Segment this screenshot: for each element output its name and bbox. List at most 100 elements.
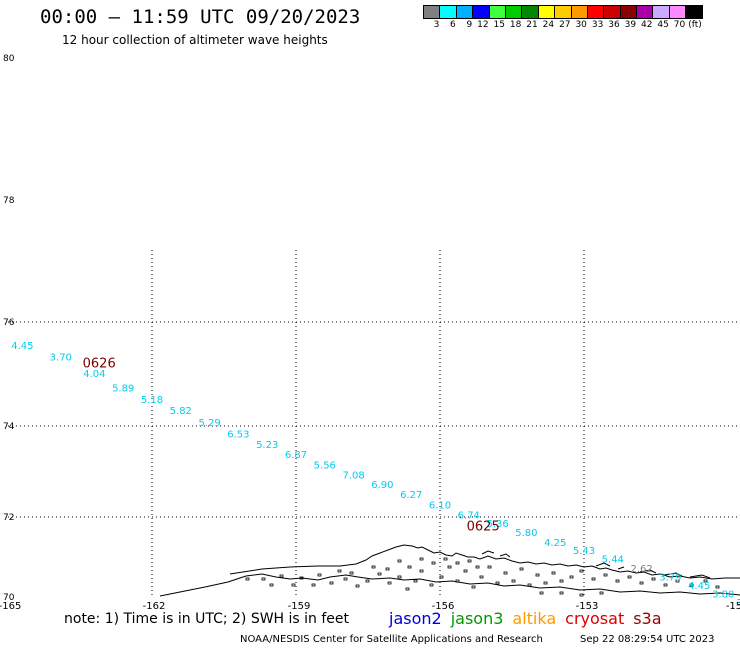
footer-timestamp: Sep 22 08:29:54 UTC 2023 [580, 634, 715, 645]
lake-mark [397, 559, 402, 563]
swh-value: 4.04 [83, 369, 105, 380]
footer-note: note: 1) Time is in UTC; 2) SWH is in fe… [64, 611, 350, 627]
lon-label: -165 [0, 601, 21, 612]
lat-label: 72 [3, 513, 14, 523]
lake-mark [443, 557, 448, 561]
alaska-coastline [159, 544, 740, 597]
lake-mark [627, 575, 632, 579]
lake-mark [311, 583, 316, 587]
legend-label: 24 [542, 20, 555, 30]
legend-swatch [685, 5, 703, 19]
lake-mark [503, 571, 508, 575]
lat-label: 80 [3, 54, 15, 64]
lake-mark [343, 577, 348, 581]
swh-observations: 4.45 3.70 4.04 5.89 5.18 5.82 5.29 6.53 5.23 6.87… [11, 341, 740, 609]
lon-label: -156 [432, 601, 455, 612]
lake-mark [579, 569, 584, 573]
lake-mark [603, 573, 608, 577]
lake-mark [261, 577, 266, 581]
lake-mark [479, 575, 484, 579]
legend-label: 9 [466, 20, 473, 30]
satellite-name: jason2 [389, 609, 442, 628]
lake-mark [591, 577, 596, 581]
lake-mark [317, 573, 322, 577]
lon-label: -162 [143, 601, 166, 612]
lake-mark [291, 583, 296, 587]
lake-mark [245, 577, 250, 581]
legend-label: 45 [657, 20, 669, 30]
lake-mark [447, 565, 452, 569]
lake-mark [651, 577, 656, 581]
lake-mark [559, 591, 564, 595]
swh-value: 3.76 [736, 598, 740, 609]
lake-mark [371, 565, 376, 569]
lat-label: 76 [3, 318, 15, 328]
swh-value: 6.53 [227, 429, 249, 440]
swh-value: 5.29 [198, 418, 220, 429]
swh-value: 3.80 [712, 589, 734, 600]
swh-value: 4.45 [11, 341, 33, 352]
lake-mark [675, 579, 680, 583]
swh-value: 3.79 [659, 573, 681, 584]
lake-mark [689, 583, 694, 587]
legend-unit: (ft) [688, 20, 702, 30]
lake-mark [599, 591, 604, 595]
lake-mark [279, 574, 284, 578]
swh-value: 6.74 [458, 510, 480, 521]
lake-mark [269, 583, 274, 587]
lake-mark [397, 575, 402, 579]
legend-labels: 3 6 9 12 15 18 21 24 27 30 33 36 39 42 45 70 (ft) [423, 20, 702, 30]
swh-value: 5.18 [141, 395, 163, 406]
satellite-name: jason3 [450, 609, 504, 628]
swh-value: 5.44 [602, 555, 624, 566]
swh-value: 4.45 [688, 581, 710, 592]
legend-label: 33 [591, 20, 604, 30]
lake-mark [511, 579, 516, 583]
legend-label: 3 [433, 20, 440, 30]
lake-mark [519, 567, 524, 571]
color-legend: 3 6 9 12 15 18 21 24 27 30 33 36 39 42 45 70 (ft) [423, 5, 703, 30]
lake-mark [419, 569, 424, 573]
lake-mark [615, 579, 620, 583]
swh-value: 5.43 [573, 546, 595, 557]
swh-value: 5.23 [256, 440, 278, 451]
lake-mark [455, 579, 460, 583]
lake-mark [543, 581, 548, 585]
pass-labels: 062606250624 [83, 357, 500, 535]
satellite-legend: jason2 jason3 altika cryosat s3a [389, 609, 671, 628]
swh-value: 6.27 [400, 490, 422, 501]
swh-value: 3.70 [50, 352, 72, 363]
lake-mark [429, 583, 434, 587]
lake-mark [405, 587, 410, 591]
tundra-lakes [245, 557, 720, 597]
barrier-islands [481, 550, 711, 579]
lake-mark [569, 575, 574, 579]
legend-label: 30 [575, 20, 587, 30]
lagoon-shoreline [159, 573, 740, 597]
satellite-name: s3a [633, 609, 662, 628]
legend-label: 70 [673, 20, 686, 30]
swh-value: 2.62 [630, 564, 652, 575]
lake-mark [715, 585, 720, 589]
map-title: 00:00 – 11:59 UTC 09/20/2023 [40, 6, 361, 28]
lat-label: 70 [3, 593, 15, 603]
swh-value: 6.90 [371, 480, 393, 491]
lon-label: -159 [288, 601, 311, 612]
lon-label: -15 [726, 601, 740, 612]
lake-mark [387, 581, 392, 585]
lake-mark [407, 565, 412, 569]
lake-mark [337, 569, 342, 573]
legend-label: 39 [624, 20, 637, 30]
lake-mark [663, 583, 668, 587]
swh-value: 5.89 [112, 384, 134, 395]
lake-mark [377, 572, 382, 576]
satellite-name: cryosat [565, 609, 625, 628]
swh-value: 5.80 [515, 528, 537, 539]
lake-mark [475, 565, 480, 569]
lake-mark [439, 575, 444, 579]
lake-mark [431, 561, 436, 565]
lake-mark [299, 576, 304, 580]
lat-label: 78 [3, 196, 15, 206]
legend-swatches [423, 5, 703, 19]
